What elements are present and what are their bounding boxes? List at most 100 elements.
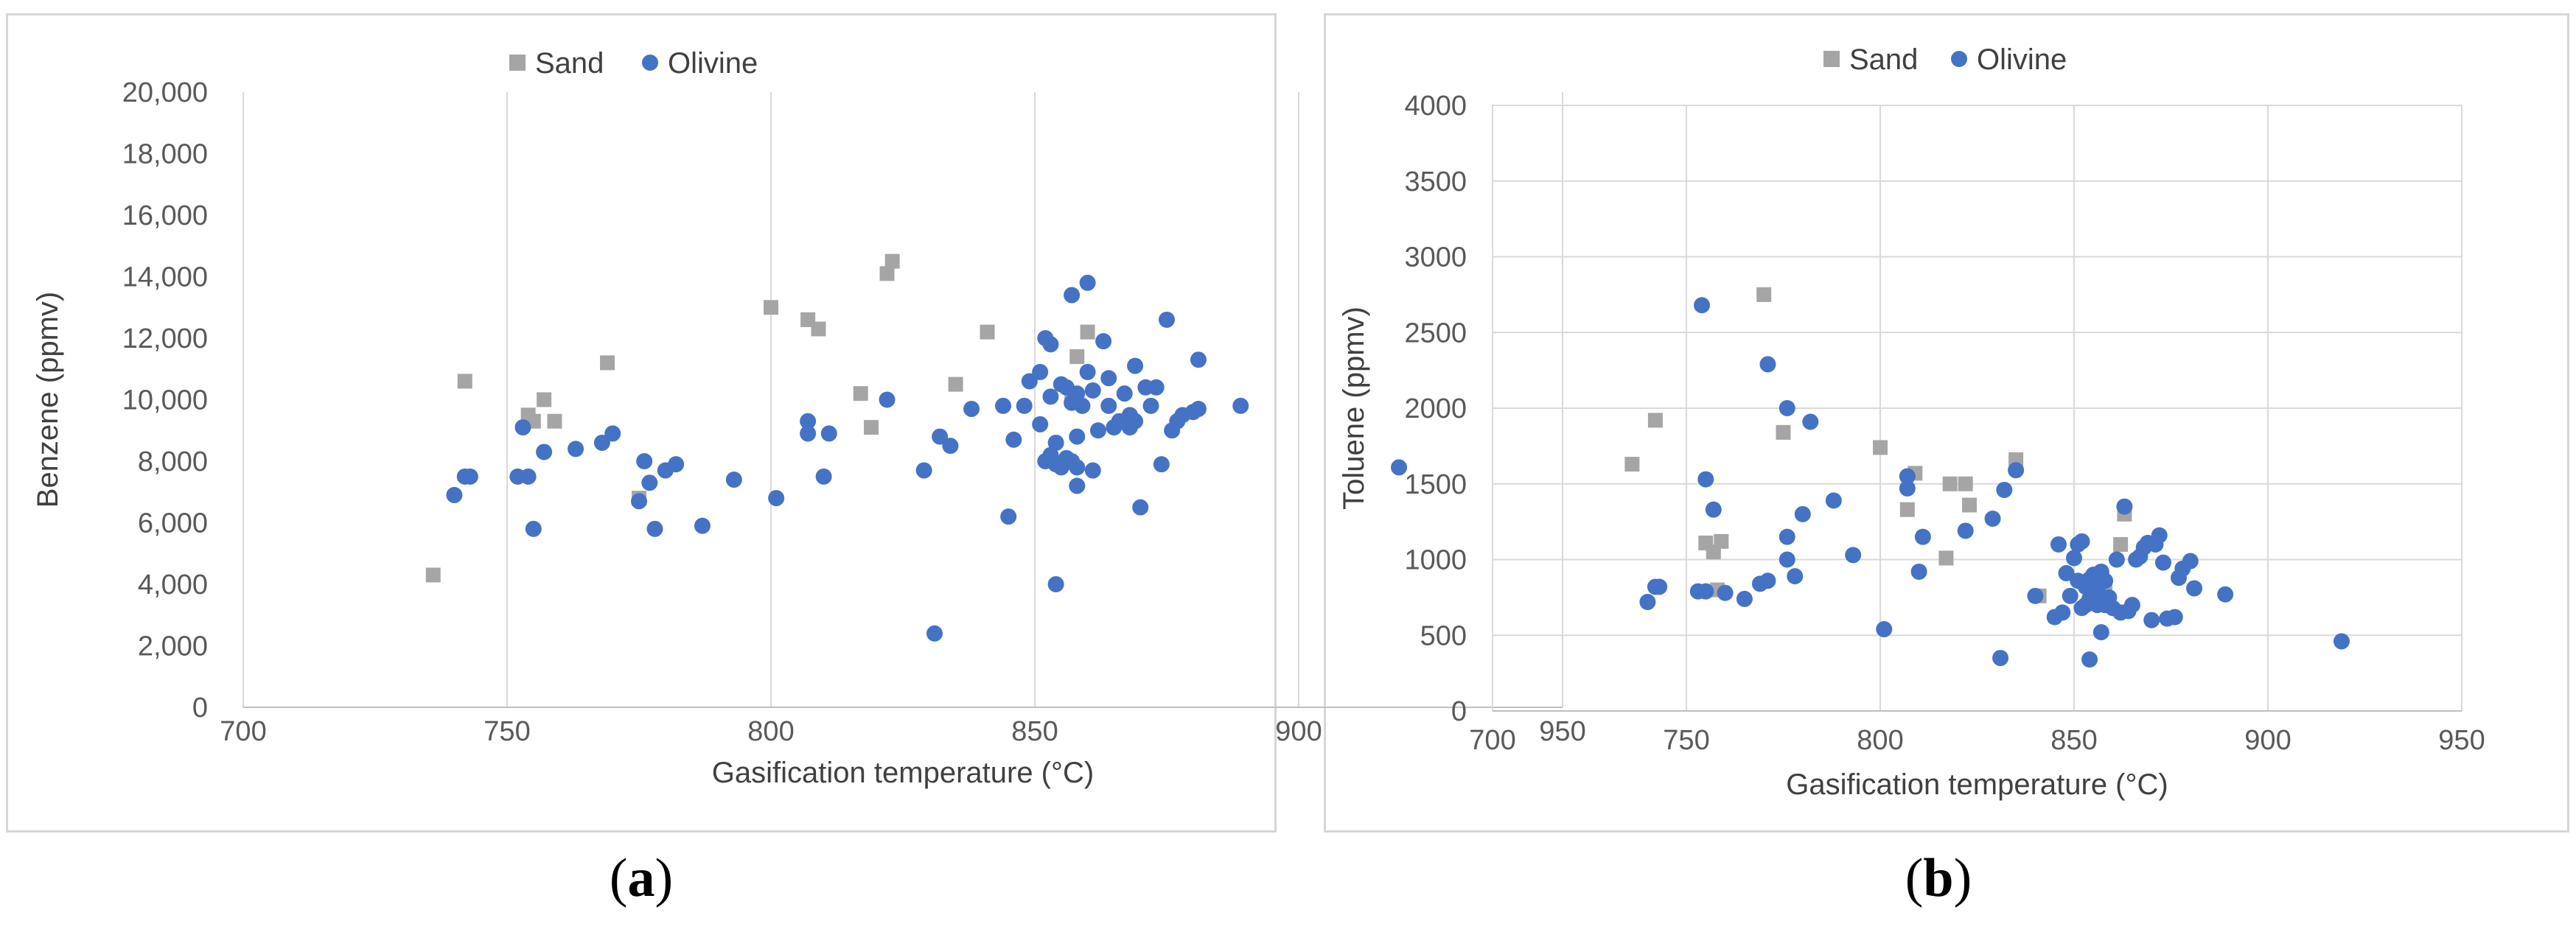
y-tick-label-b-8: 4000 xyxy=(1404,91,1467,122)
olivine-point-b-33 xyxy=(2050,536,2067,553)
olivine-point-a-21 xyxy=(800,413,817,430)
olivine-point-b-11 xyxy=(1759,572,1776,589)
olivine-point-b-14 xyxy=(1779,551,1795,568)
olivine-point-b-2 xyxy=(1651,578,1668,595)
olivine-point-a-64 xyxy=(1100,397,1117,414)
x-tick-label-a-0: 700 xyxy=(220,716,266,747)
olivine-point-b-8 xyxy=(1717,584,1734,601)
panel-label-a-open: ( xyxy=(609,848,628,908)
sand-point-b-14 xyxy=(1961,497,1977,513)
olivine-point-b-22 xyxy=(1899,468,1916,485)
olivine-point-b-7 xyxy=(1705,501,1722,518)
sand-point-b-18 xyxy=(2113,536,2129,552)
olivine-point-a-60 xyxy=(1084,462,1101,479)
y-tick-label-a-8: 16,000 xyxy=(122,200,208,231)
olivine-point-b-5 xyxy=(1697,471,1714,488)
olivine-point-b-9 xyxy=(1736,590,1753,607)
sand-point-a-8 xyxy=(764,300,778,315)
olivine-point-a-12 xyxy=(636,453,653,469)
olivine-point-a-42 xyxy=(1047,576,1064,592)
sand-point-a-16 xyxy=(980,324,995,340)
y-axis-title-a: Benzene (ppmv) xyxy=(32,292,64,508)
sand-point-b-12 xyxy=(1938,550,1954,566)
olivine-point-b-75 xyxy=(2182,553,2199,570)
legend-olivine-marker-a xyxy=(642,55,658,71)
olivine-point-b-67 xyxy=(2143,612,2160,628)
sand-point-a-15 xyxy=(948,376,963,392)
y-tick-label-a-9: 18,000 xyxy=(122,139,208,170)
olivine-point-a-59 xyxy=(1084,382,1101,399)
olivine-point-b-0 xyxy=(1639,594,1656,611)
olivine-point-a-17 xyxy=(694,517,711,534)
sand-point-a-14 xyxy=(884,253,900,269)
olivine-point-b-24 xyxy=(1910,563,1927,580)
olivine-point-b-55 xyxy=(2097,572,2114,589)
y-tick-label-a-10: 20,000 xyxy=(122,77,208,108)
olivine-point-b-70 xyxy=(2154,554,2171,571)
sand-point-b-9 xyxy=(1899,502,1915,517)
olivine-point-b-35 xyxy=(2058,564,2075,581)
y-tick-label-a-0: 0 xyxy=(192,693,208,723)
y-tick-label-a-3: 6,000 xyxy=(138,508,208,539)
panel-label-a-letter: a xyxy=(627,848,655,908)
olivine-point-a-67 xyxy=(1116,385,1133,402)
olivine-point-a-54 xyxy=(1069,459,1086,476)
chart-b-frame xyxy=(1324,13,2569,833)
olivine-point-a-8 xyxy=(568,441,584,458)
olivine-point-a-76 xyxy=(1153,456,1170,473)
chart-a-frame xyxy=(6,13,1277,833)
y-tick-label-b-3: 1500 xyxy=(1404,469,1467,500)
x-tick-label-b-0: 700 xyxy=(1469,725,1515,756)
panel-label-a-close: ) xyxy=(655,848,674,908)
sand-point-b-1 xyxy=(1647,413,1663,428)
panel-label-b: (b) xyxy=(1828,847,2049,910)
y-tick-label-b-0: 0 xyxy=(1451,696,1467,727)
olivine-point-a-53 xyxy=(1069,428,1086,445)
olivine-point-a-13 xyxy=(641,474,658,491)
olivine-point-b-52 xyxy=(2092,624,2109,641)
olivine-point-a-75 xyxy=(1148,379,1165,396)
olivine-point-a-27 xyxy=(932,428,949,445)
olivine-point-a-19 xyxy=(768,490,785,507)
olivine-point-a-85 xyxy=(1391,459,1408,476)
x-axis-title-a: Gasification temperature (°C) xyxy=(712,757,1094,789)
olivine-point-a-36 xyxy=(1032,416,1049,432)
olivine-point-b-78 xyxy=(2333,633,2350,650)
sand-point-a-4 xyxy=(537,392,552,407)
x-tick-label-a-5: 950 xyxy=(1539,716,1585,747)
y-tick-label-b-4: 2000 xyxy=(1404,393,1467,424)
olivine-point-b-72 xyxy=(2166,609,2183,626)
olivine-point-a-16 xyxy=(668,456,685,473)
olivine-point-a-31 xyxy=(1000,508,1017,525)
olivine-point-b-31 xyxy=(2027,587,2044,604)
sand-point-b-6 xyxy=(1756,287,1772,302)
legend-sand-marker-a xyxy=(509,55,526,71)
olivine-point-b-12 xyxy=(1759,356,1776,373)
y-tick-label-b-7: 3500 xyxy=(1404,167,1467,197)
olivine-point-a-40 xyxy=(1042,388,1059,405)
olivine-point-a-72 xyxy=(1132,499,1149,516)
y-tick-label-b-2: 1000 xyxy=(1404,545,1467,576)
olivine-point-a-29 xyxy=(963,401,980,418)
x-tick-label-b-5: 950 xyxy=(2438,725,2485,756)
olivine-point-a-84 xyxy=(1232,397,1249,414)
olivine-point-b-13 xyxy=(1779,400,1795,416)
olivine-point-b-17 xyxy=(1794,505,1811,522)
y-tick-label-a-5: 10,000 xyxy=(122,385,208,416)
panel-label-a: (a) xyxy=(531,847,752,910)
olivine-point-a-52 xyxy=(1069,385,1086,402)
sand-point-a-18 xyxy=(1069,349,1085,365)
olivine-point-a-6 xyxy=(525,520,542,537)
olivine-point-a-77 xyxy=(1159,311,1175,328)
legend-olivine-label-b: Olivine xyxy=(1977,43,2067,76)
y-axis-title-b: Toluene (ppmv) xyxy=(1338,306,1370,510)
legend-sand-label-a: Sand xyxy=(535,47,604,80)
olivine-point-b-18 xyxy=(1802,413,1819,430)
sand-point-a-6 xyxy=(600,355,615,371)
olivine-point-a-9 xyxy=(593,434,610,451)
olivine-point-b-40 xyxy=(2073,533,2090,550)
olivine-point-a-18 xyxy=(725,472,742,488)
olivine-point-a-56 xyxy=(1069,477,1086,494)
panel-label-b-open: ( xyxy=(1905,848,1924,908)
y-tick-label-a-7: 14,000 xyxy=(122,262,208,293)
